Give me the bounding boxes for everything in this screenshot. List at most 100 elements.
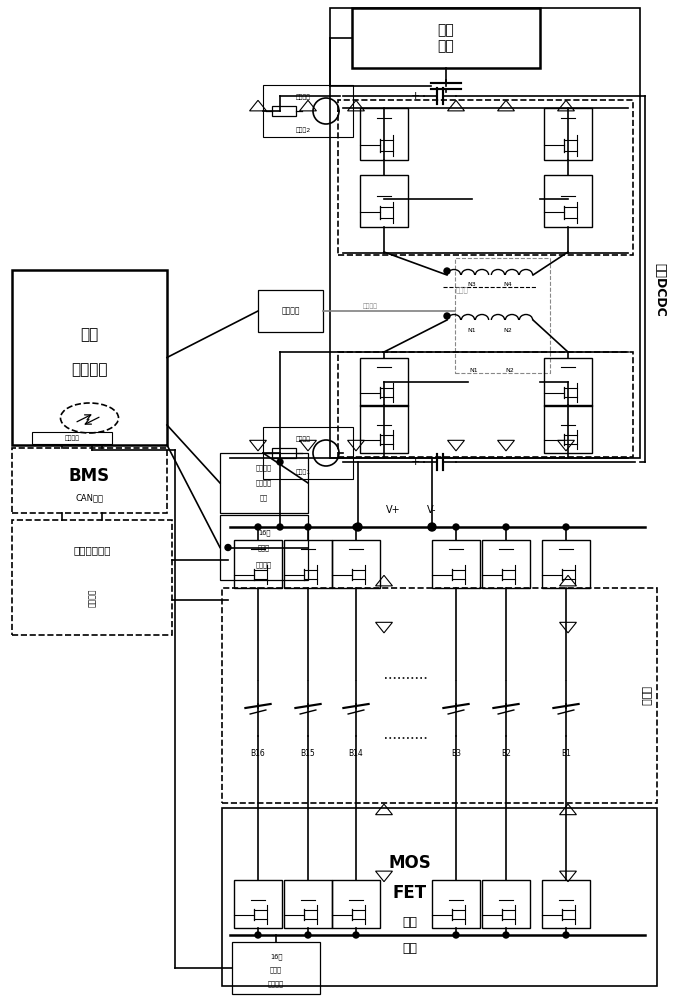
Circle shape <box>225 544 231 550</box>
Text: V+: V+ <box>386 505 400 515</box>
Circle shape <box>453 932 459 938</box>
Text: N4: N4 <box>503 282 512 288</box>
Text: 霍尔电流: 霍尔电流 <box>295 436 311 442</box>
Text: 驱动电路: 驱动电路 <box>256 562 272 568</box>
Bar <box>12 270 167 445</box>
Text: 电池组: 电池组 <box>640 686 650 705</box>
Circle shape <box>503 524 509 530</box>
Text: 电量计算: 电量计算 <box>256 480 272 486</box>
Bar <box>12 520 172 635</box>
Text: +: + <box>410 91 420 101</box>
Text: B3: B3 <box>451 748 461 758</box>
Text: 传感器2: 传感器2 <box>295 127 311 133</box>
Bar <box>455 258 550 373</box>
Circle shape <box>353 932 359 938</box>
Text: 电压巡检系统: 电压巡检系统 <box>73 545 111 555</box>
Text: CAN总线: CAN总线 <box>75 493 104 502</box>
Bar <box>220 515 308 580</box>
Bar <box>338 100 633 255</box>
Text: 驱动电路: 驱动电路 <box>281 306 300 316</box>
Circle shape <box>444 313 450 319</box>
Text: B1: B1 <box>561 748 571 758</box>
Text: 主控制器: 主控制器 <box>71 362 108 377</box>
Bar <box>352 8 540 68</box>
Text: 双向DCDC: 双向DCDC <box>654 263 667 317</box>
Text: B14: B14 <box>348 748 363 758</box>
Text: 阵列: 阵列 <box>402 942 417 954</box>
Bar <box>332 540 380 588</box>
Bar <box>272 448 296 458</box>
Text: 驱动电路: 驱动电路 <box>268 981 284 987</box>
Bar <box>360 175 408 227</box>
Text: 超级
电容: 超级 电容 <box>437 23 454 53</box>
Bar <box>234 540 282 588</box>
Bar <box>222 588 657 803</box>
Bar <box>12 448 167 513</box>
Text: N3: N3 <box>468 282 477 288</box>
Text: 驱动信号: 驱动信号 <box>363 303 377 309</box>
Circle shape <box>428 523 436 531</box>
Text: 电流检测: 电流检测 <box>256 465 272 471</box>
Bar <box>542 540 590 588</box>
Bar <box>263 427 353 479</box>
Circle shape <box>453 524 459 530</box>
Bar <box>360 358 408 406</box>
Text: MOS: MOS <box>388 854 431 872</box>
Text: 译码器: 译码器 <box>258 545 270 551</box>
Bar <box>338 352 633 457</box>
Bar <box>272 106 296 116</box>
Bar <box>263 85 353 137</box>
Circle shape <box>563 932 569 938</box>
Bar <box>482 540 530 588</box>
Bar <box>544 108 592 160</box>
Circle shape <box>563 524 569 530</box>
Circle shape <box>503 932 509 938</box>
Text: FET: FET <box>392 884 427 902</box>
Text: +: + <box>410 457 420 467</box>
Circle shape <box>277 459 283 465</box>
Text: 16位: 16位 <box>258 530 270 536</box>
Text: N2: N2 <box>503 328 512 332</box>
Bar <box>360 108 408 160</box>
Bar <box>330 8 640 458</box>
Bar <box>232 942 320 994</box>
Bar <box>432 540 480 588</box>
Circle shape <box>255 932 261 938</box>
Text: 开关: 开关 <box>402 916 417 930</box>
Text: 霍尔电流: 霍尔电流 <box>295 94 311 100</box>
Text: 译码器: 译码器 <box>270 967 282 973</box>
Circle shape <box>277 524 283 530</box>
Circle shape <box>255 524 261 530</box>
Bar <box>220 453 308 513</box>
Bar <box>234 880 282 928</box>
Circle shape <box>354 523 362 531</box>
Text: B16: B16 <box>251 748 266 758</box>
Bar <box>284 540 332 588</box>
Text: B15: B15 <box>301 748 315 758</box>
Text: N2: N2 <box>506 367 514 372</box>
Bar <box>544 358 592 406</box>
Bar <box>542 880 590 928</box>
Circle shape <box>305 932 311 938</box>
Bar <box>544 405 592 453</box>
Text: N1: N1 <box>470 367 479 372</box>
Bar <box>332 880 380 928</box>
Text: 16位: 16位 <box>270 954 282 960</box>
Bar <box>284 880 332 928</box>
Circle shape <box>305 524 311 530</box>
Text: B2: B2 <box>501 748 511 758</box>
Text: 隔离区段: 隔离区段 <box>65 435 80 441</box>
Text: 传感器1: 传感器1 <box>295 469 311 475</box>
Text: 变压器: 变压器 <box>456 287 468 293</box>
Bar <box>32 432 112 444</box>
Bar <box>482 880 530 928</box>
Bar <box>432 880 480 928</box>
Text: 均衡: 均衡 <box>80 328 98 342</box>
Bar <box>360 405 408 453</box>
Bar <box>222 808 657 986</box>
Bar <box>544 175 592 227</box>
Text: N1: N1 <box>468 328 477 332</box>
Text: 装置: 装置 <box>260 495 268 501</box>
Bar <box>258 290 323 332</box>
Text: BMS: BMS <box>69 467 110 485</box>
